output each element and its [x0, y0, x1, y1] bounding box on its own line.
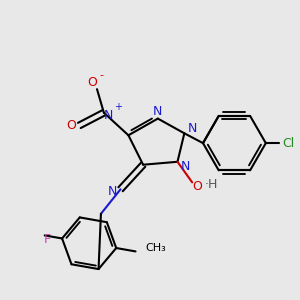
Text: N: N — [188, 122, 197, 135]
Text: N: N — [104, 109, 113, 122]
Text: N: N — [108, 185, 117, 198]
Text: O: O — [192, 180, 202, 193]
Text: O: O — [67, 119, 76, 132]
Text: Cl: Cl — [282, 136, 295, 150]
Text: N: N — [181, 160, 190, 173]
Text: +: + — [114, 102, 122, 112]
Text: O: O — [87, 76, 97, 89]
Text: -: - — [100, 70, 104, 80]
Text: F: F — [44, 233, 51, 246]
Text: N: N — [153, 105, 163, 118]
Text: ·H: ·H — [204, 178, 218, 191]
Text: CH₃: CH₃ — [146, 244, 166, 254]
